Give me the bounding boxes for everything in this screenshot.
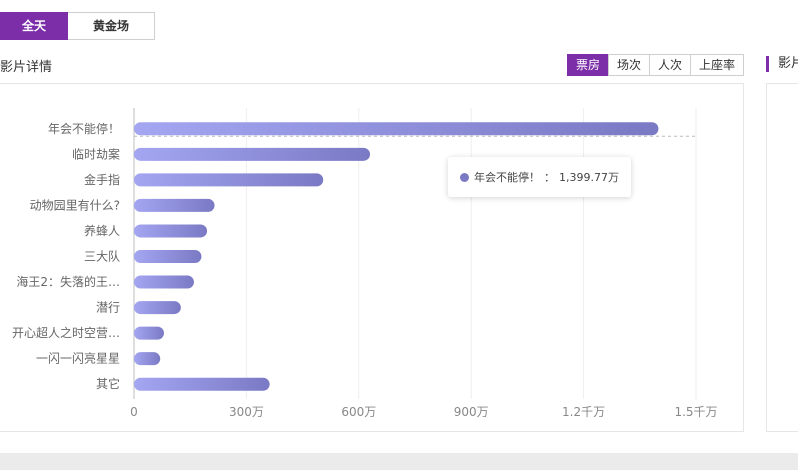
bar[interactable] — [134, 250, 202, 263]
x-tick-label: 600万 — [341, 405, 376, 419]
tooltip-dot-icon — [460, 172, 469, 182]
category-label: 其它 — [96, 376, 120, 391]
bar[interactable] — [134, 352, 161, 366]
right-section-title: 影片 — [766, 56, 798, 72]
bar[interactable] — [134, 301, 181, 315]
category-label: 开心超人之时空营… — [12, 325, 120, 340]
x-tick-label: 0 — [130, 405, 138, 419]
category-label: 一闪一闪亮星星 — [36, 351, 120, 366]
bottom-bar — [0, 453, 798, 470]
toggle-golden-time[interactable]: 黄金场 — [68, 12, 155, 40]
bar[interactable] — [134, 173, 324, 187]
bar[interactable] — [134, 275, 194, 289]
tab-admissions[interactable]: 人次 — [649, 54, 691, 76]
category-label: 动物园里有什么? — [30, 198, 120, 212]
tab-screenings[interactable]: 场次 — [608, 54, 650, 76]
bar[interactable] — [134, 224, 208, 238]
time-range-toggle: 全天 黄金场 — [0, 12, 155, 40]
x-tick-label: 300万 — [229, 405, 264, 419]
bar[interactable] — [134, 147, 371, 161]
right-panel — [766, 83, 798, 432]
metric-tabs: 票房 场次 人次 上座率 — [567, 54, 744, 76]
tab-occupancy[interactable]: 上座率 — [690, 54, 744, 76]
category-label: 海王2：失落的王… — [16, 274, 120, 289]
chart-tooltip: 年会不能停！ ： 1,399.77万 — [448, 157, 631, 197]
category-label: 三大队 — [84, 249, 120, 264]
tooltip-separator: ： — [544, 171, 555, 184]
category-label: 潜行 — [96, 301, 120, 315]
toggle-all-day[interactable]: 全天 — [0, 12, 68, 40]
category-label: 年会不能停！ — [48, 121, 120, 136]
bar[interactable] — [134, 198, 215, 212]
x-tick-label: 1.2千万 — [562, 405, 605, 419]
tooltip-label: 年会不能停！ — [474, 171, 540, 184]
section-title: 影片详情 — [0, 60, 53, 75]
tooltip-value: 1,399.77万 — [559, 171, 619, 184]
x-tick-label: 900万 — [454, 405, 489, 419]
category-label: 金手指 — [84, 172, 120, 187]
category-label: 养蜂人 — [84, 223, 120, 238]
bar[interactable] — [134, 326, 164, 340]
tab-box-office[interactable]: 票房 — [567, 54, 609, 76]
category-label: 临时劫案 — [72, 146, 120, 161]
bar[interactable] — [134, 122, 659, 136]
bar[interactable] — [134, 377, 270, 391]
x-tick-label: 1.5千万 — [674, 405, 717, 419]
chart-panel: 年会不能停！ 临时劫案金手指动物园里有什么? 养蜂人三大队海王2：失落的王… 潜行开心… — [0, 83, 744, 432]
